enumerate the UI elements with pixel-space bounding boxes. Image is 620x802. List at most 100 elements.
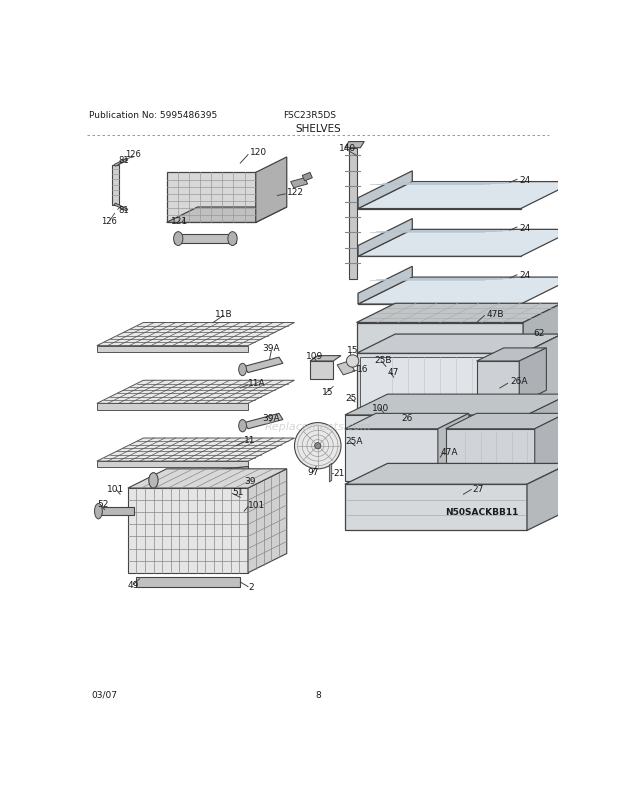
Polygon shape	[360, 358, 520, 411]
Polygon shape	[345, 464, 570, 484]
Polygon shape	[97, 381, 294, 404]
Polygon shape	[255, 158, 286, 223]
Polygon shape	[438, 414, 469, 481]
Polygon shape	[534, 414, 565, 481]
Polygon shape	[345, 415, 527, 429]
Text: 11B: 11B	[216, 310, 233, 318]
Ellipse shape	[94, 504, 102, 519]
Text: 47B: 47B	[487, 310, 504, 318]
Text: 81: 81	[118, 156, 129, 164]
Text: 52: 52	[97, 500, 108, 508]
Text: 26A: 26A	[510, 376, 528, 385]
Text: 24: 24	[520, 176, 531, 184]
Polygon shape	[358, 230, 575, 257]
Polygon shape	[167, 173, 255, 223]
Text: 39A: 39A	[262, 344, 280, 353]
Text: 101: 101	[107, 484, 124, 493]
Text: N50SACKBB11: N50SACKBB11	[445, 507, 518, 516]
Polygon shape	[244, 414, 283, 429]
Polygon shape	[358, 199, 521, 209]
Text: 51: 51	[232, 488, 244, 496]
Polygon shape	[348, 148, 356, 279]
Polygon shape	[310, 356, 341, 362]
Polygon shape	[446, 414, 565, 429]
Text: 121: 121	[170, 217, 188, 226]
Text: 2: 2	[248, 582, 254, 591]
Text: 100: 100	[372, 403, 389, 412]
Text: 47: 47	[388, 367, 399, 376]
Text: 15: 15	[322, 388, 333, 397]
Circle shape	[294, 423, 341, 469]
Text: 140: 140	[339, 144, 356, 153]
Text: 81: 81	[118, 205, 129, 215]
Polygon shape	[337, 362, 355, 375]
Polygon shape	[356, 354, 523, 415]
Polygon shape	[174, 235, 236, 244]
Polygon shape	[112, 165, 118, 205]
Text: 26: 26	[402, 413, 413, 422]
Polygon shape	[345, 143, 365, 148]
Text: 122: 122	[286, 188, 304, 196]
Polygon shape	[97, 404, 248, 410]
Polygon shape	[523, 334, 562, 415]
Polygon shape	[358, 277, 575, 305]
Text: 47A: 47A	[440, 447, 458, 456]
Polygon shape	[97, 461, 248, 468]
Polygon shape	[527, 464, 570, 531]
Polygon shape	[100, 508, 134, 516]
Text: 101: 101	[248, 501, 265, 510]
Polygon shape	[358, 294, 521, 305]
Text: 97: 97	[307, 467, 319, 476]
Polygon shape	[97, 323, 294, 346]
Ellipse shape	[174, 233, 183, 246]
Polygon shape	[345, 395, 570, 415]
Polygon shape	[97, 346, 248, 352]
Text: SHELVES: SHELVES	[295, 124, 340, 134]
Polygon shape	[303, 173, 312, 181]
Polygon shape	[329, 464, 332, 482]
Circle shape	[314, 443, 321, 449]
Text: 62: 62	[533, 329, 544, 338]
Text: 126: 126	[125, 150, 141, 159]
Polygon shape	[310, 362, 334, 379]
Polygon shape	[345, 414, 469, 429]
Polygon shape	[358, 182, 575, 209]
Polygon shape	[356, 304, 562, 323]
Text: 03/07: 03/07	[92, 690, 117, 699]
Text: Publication No: 5995486395: Publication No: 5995486395	[89, 111, 218, 120]
Polygon shape	[345, 484, 527, 531]
Text: 24: 24	[520, 223, 531, 233]
Text: 25: 25	[345, 393, 356, 402]
Polygon shape	[128, 488, 248, 573]
Polygon shape	[248, 469, 286, 573]
Polygon shape	[446, 429, 534, 481]
Polygon shape	[477, 362, 520, 404]
Polygon shape	[358, 219, 412, 257]
Text: 49: 49	[128, 580, 140, 589]
Text: 126: 126	[100, 217, 117, 225]
Polygon shape	[114, 204, 128, 212]
Ellipse shape	[228, 233, 237, 246]
Polygon shape	[358, 172, 412, 209]
Ellipse shape	[149, 473, 158, 488]
Text: 16: 16	[356, 365, 368, 374]
Text: 24: 24	[520, 271, 531, 280]
Polygon shape	[527, 395, 570, 429]
Polygon shape	[345, 429, 438, 481]
Ellipse shape	[239, 420, 247, 432]
Polygon shape	[167, 208, 286, 223]
Text: Replacements.com: Replacements.com	[264, 422, 371, 432]
Polygon shape	[523, 304, 562, 354]
Text: 39A: 39A	[262, 413, 280, 422]
Text: 25B: 25B	[374, 355, 392, 365]
Text: 15: 15	[347, 346, 359, 354]
Text: 25A: 25A	[345, 436, 362, 445]
Text: FSC23R5DS: FSC23R5DS	[283, 111, 337, 120]
Text: 8: 8	[315, 690, 321, 699]
Text: 21: 21	[334, 468, 345, 477]
Text: 27: 27	[472, 484, 484, 493]
Text: 11: 11	[244, 435, 255, 444]
Polygon shape	[244, 358, 283, 373]
Polygon shape	[356, 334, 562, 354]
Polygon shape	[520, 349, 546, 404]
